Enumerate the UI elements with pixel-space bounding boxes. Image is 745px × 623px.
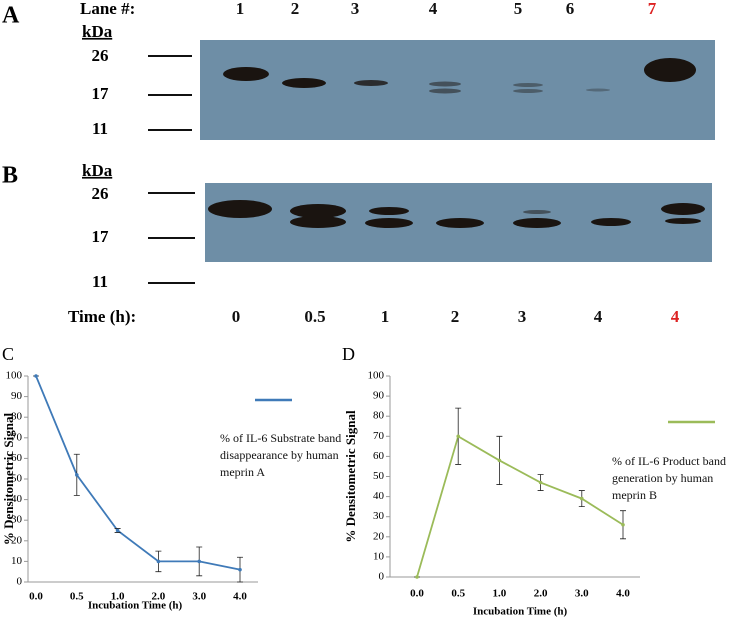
panel-label: B xyxy=(2,163,18,189)
time-value: 0 xyxy=(232,307,241,326)
time-value: 1 xyxy=(381,307,390,326)
x-tick-label: 0.5 xyxy=(70,591,84,603)
point xyxy=(497,458,502,463)
x-tick-label: 4.0 xyxy=(616,588,630,600)
point xyxy=(621,522,625,527)
x-tick-label: 0.0 xyxy=(410,588,424,600)
y-tick-label: 80 xyxy=(373,410,385,422)
kda-marker: 11 xyxy=(92,119,108,138)
y-tick-label: 100 xyxy=(6,370,23,382)
point xyxy=(456,434,461,439)
y-axis-label: % Densitometric Signal xyxy=(1,413,16,546)
y-tick-label: 30 xyxy=(11,514,23,526)
y-tick-label: 30 xyxy=(373,510,385,522)
time-value: 2 xyxy=(451,307,460,326)
y-tick-label: 0 xyxy=(379,571,385,583)
point xyxy=(75,473,79,477)
series-line xyxy=(416,434,624,578)
y-tick-label: 10 xyxy=(373,550,385,562)
y-tick-label: 100 xyxy=(368,370,385,382)
x-tick-label: 2.0 xyxy=(534,588,548,600)
x-tick-label: 1.0 xyxy=(493,588,507,600)
y-tick-label: 40 xyxy=(11,493,23,505)
y-tick-label: 60 xyxy=(373,450,385,462)
y-tick-label: 90 xyxy=(11,390,23,402)
y-tick-label: 20 xyxy=(373,530,385,542)
y-axis-label: % Densitometric Signal xyxy=(343,410,358,543)
x-tick-label: 3.0 xyxy=(192,591,206,603)
x-tick-label: 0.0 xyxy=(29,591,43,603)
kda-marker: 17 xyxy=(92,84,110,103)
y-tick-label: 40 xyxy=(373,490,385,502)
lane-number: 5 xyxy=(514,0,523,18)
point xyxy=(115,528,120,533)
x-tick-label: 3.0 xyxy=(575,588,589,600)
y-tick-label: 10 xyxy=(11,555,23,567)
time-value: 3 xyxy=(518,307,527,326)
x-tick-label: 1.0 xyxy=(111,591,125,603)
point xyxy=(238,567,242,572)
legend-label: % of IL-6 Substrate band disappearance b… xyxy=(220,431,342,479)
kda-marker: 26 xyxy=(92,184,109,203)
x-axis-label: Incubation Time (h) xyxy=(473,606,568,618)
x-tick-label: 0.5 xyxy=(451,588,465,600)
x-tick-label: 2.0 xyxy=(152,591,166,603)
y-tick-label: 60 xyxy=(11,452,23,464)
bands-a xyxy=(223,58,696,94)
y-tick-label: 70 xyxy=(11,431,23,443)
y-tick-label: 80 xyxy=(11,411,23,423)
bands-b xyxy=(208,200,705,228)
lane-number: 3 xyxy=(351,0,360,18)
time-value: 4 xyxy=(594,307,603,326)
y-tick-label: 20 xyxy=(11,534,23,546)
kda-marker: 26 xyxy=(92,46,109,65)
lane-number: 7 xyxy=(648,0,657,18)
point xyxy=(538,480,543,485)
y-tick-label: 90 xyxy=(373,390,385,402)
y-tick-label: 50 xyxy=(11,473,23,485)
series-line xyxy=(35,375,241,571)
kda-label: kDa xyxy=(82,22,113,41)
kda-marker: 17 xyxy=(92,227,110,246)
y-tick-label: 0 xyxy=(17,576,23,588)
point xyxy=(156,559,161,564)
y-tick-label: 50 xyxy=(373,470,385,482)
kda-marker: 11 xyxy=(92,272,108,291)
lane-number: 2 xyxy=(291,0,300,18)
x-axis-label: Incubation Time (h) xyxy=(88,600,183,612)
markers-b xyxy=(148,192,195,284)
lane-number: 6 xyxy=(566,0,575,18)
panel-label: C xyxy=(2,344,14,364)
markers-a xyxy=(148,55,192,131)
panel-label: D xyxy=(342,344,355,364)
time-label: Time (h): xyxy=(68,307,136,326)
panel-label: A xyxy=(2,3,20,29)
lane-number: 1 xyxy=(236,0,245,18)
legend-label: % of IL-6 Product band generation by hum… xyxy=(612,454,726,502)
lane-number: 4 xyxy=(429,0,438,18)
point xyxy=(197,559,201,564)
point xyxy=(34,374,38,378)
x-tick-label: 4.0 xyxy=(233,591,247,603)
lane-label: Lane #: xyxy=(80,0,135,18)
point xyxy=(415,575,419,579)
y-tick-label: 70 xyxy=(373,430,385,442)
time-value: 0.5 xyxy=(304,307,325,326)
kda-label: kDa xyxy=(82,161,113,180)
point xyxy=(580,496,584,501)
time-value: 4 xyxy=(671,307,680,326)
